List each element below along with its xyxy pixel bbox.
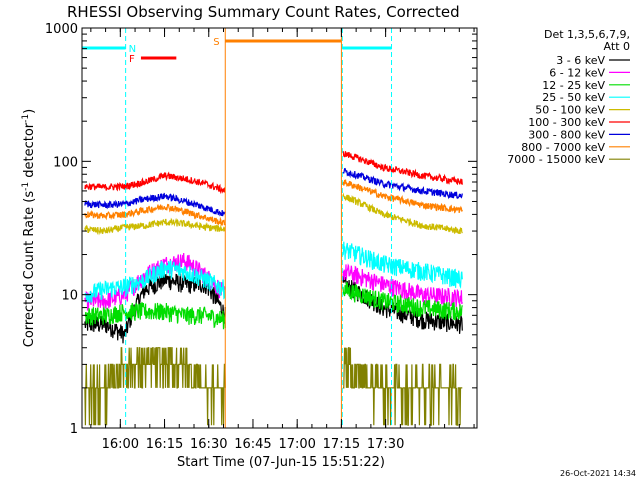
series-curves [84, 150, 463, 426]
legend-header-line-1: Det 1,3,5,6,7,9, [544, 28, 630, 41]
x-tick-label: 17:30 [367, 437, 404, 452]
band-label-s: S [213, 37, 219, 48]
series-12-25-kev-segment-2 [342, 282, 463, 321]
status-bands: NF S [81, 28, 393, 428]
y-label-sup-2: -1 [21, 114, 31, 123]
y-label-part-2: detector [22, 122, 37, 182]
series-25-50-kev-segment-1 [84, 260, 226, 304]
x-tick-label: 16:45 [234, 437, 271, 452]
footer-date: 26-Oct-2021 14:34 [560, 469, 636, 478]
series-50-100-kev-segment-2 [342, 192, 463, 235]
legend-label-7000-15000-kev: 7000 - 15000 keV [507, 153, 605, 166]
y-label-part-1: Corrected Count Rate (s [22, 191, 37, 348]
plot-frame [81, 27, 478, 429]
series-7000-15000-kev-segment-2 [342, 347, 463, 426]
series-100-300-kev-segment-1 [84, 171, 226, 195]
series-50-100-kev-segment-1 [84, 217, 226, 236]
legend-header-line-2: Att 0 [604, 40, 630, 53]
axes: 16:00 16:15 16:30 16:45 17:00 17:15 17:30 1 10 10… [45, 22, 477, 452]
x-tick-label: 17:15 [323, 437, 360, 452]
series-25-50-kev-segment-2 [342, 241, 463, 289]
legend-label-100-300-kev: 100 - 300 keV [528, 116, 605, 129]
legend-label-25-50-kev: 25 - 50 keV [542, 91, 605, 104]
y-tick-label: 100 [53, 155, 78, 170]
x-tick-label: 16:15 [146, 437, 183, 452]
series-100-300-kev-segment-2 [342, 150, 463, 186]
x-tick-label: 17:00 [278, 437, 315, 452]
legend-label-6-12-kev: 6 - 12 keV [549, 66, 605, 79]
series-7000-15000-kev-segment-1 [84, 347, 226, 426]
legend-label-300-800-kev: 300 - 800 keV [528, 128, 605, 141]
y-axis-label: Corrected Count Rate (s-1 detector-1) [21, 109, 37, 347]
legend-label-12-25-kev: 12 - 25 keV [542, 79, 605, 92]
series-300-800-kev-segment-2 [342, 167, 463, 200]
x-axis-label: Start Time (07-Jun-15 15:51:22) [177, 455, 385, 470]
y-label-part-3: ) [22, 109, 37, 114]
y-tick-label: 1 [70, 422, 78, 437]
series-300-800-kev-segment-1 [84, 192, 226, 217]
y-tick-label: 10 [61, 289, 78, 304]
band-label-f: F [129, 54, 135, 65]
legend-label-800-7000-kev: 800 - 7000 keV [521, 141, 605, 154]
y-label-sup-1: -1 [21, 182, 31, 191]
legend-label-3-6-kev: 3 - 6 keV [556, 54, 605, 67]
chart-title: RHESSI Observing Summary Count Rates, Co… [67, 3, 460, 21]
series-3-6-kev-segment-2 [342, 276, 463, 334]
x-tick-label: 16:30 [190, 437, 227, 452]
legend-label-50-100-kev: 50 - 100 keV [535, 104, 605, 117]
series-12-25-kev-segment-1 [84, 301, 226, 330]
series-800-7000-kev-segment-1 [84, 203, 226, 226]
x-tick-label: 16:00 [102, 437, 139, 452]
series-3-6-kev-segment-1 [84, 271, 226, 344]
series-6-12-kev-segment-2 [342, 263, 463, 308]
y-tick-label: 1000 [45, 22, 78, 37]
series-800-7000-kev-segment-2 [342, 179, 463, 214]
band-label-n: N [129, 44, 136, 55]
